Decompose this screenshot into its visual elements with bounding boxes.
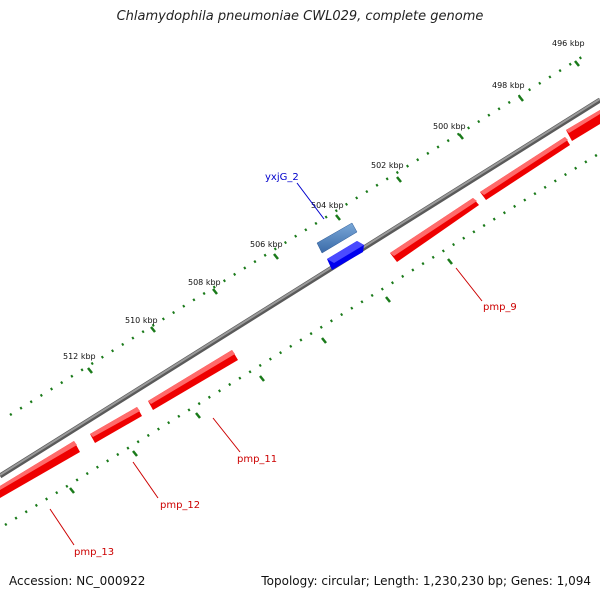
- outer-minor-ticks: [9, 53, 586, 417]
- genome-summary-text: Topology: circular; Length: 1,230,230 bp…: [261, 574, 591, 588]
- scale-label-496: 496 kbp: [552, 39, 585, 48]
- major-tick-508: [212, 288, 218, 295]
- gene-label-yxjG_2: yxjG_2: [265, 172, 299, 183]
- inner-major-tick-3: [321, 337, 327, 344]
- gene-label-pmp_13: pmp_13: [74, 547, 114, 558]
- genome-backbone-highlight: [0, 98, 600, 476]
- gene-pmp_12[interactable]: [90, 407, 142, 443]
- outer-tick-track: [9, 53, 586, 417]
- major-tick-496: [574, 60, 580, 67]
- scale-label-502: 502 kbp: [371, 161, 404, 170]
- inner-major-tick-1: [447, 258, 453, 265]
- scale-label-506: 506 kbp: [250, 240, 283, 249]
- gene-pmp_13[interactable]: [0, 441, 80, 498]
- leader-pmp_12: [132, 461, 159, 499]
- leader-pmp_13: [49, 508, 75, 546]
- scale-label-500: 500 kbp: [433, 122, 466, 131]
- accession-text: Accession: NC_000922: [9, 574, 146, 588]
- major-tick-502: [396, 176, 402, 183]
- gene-pmp_13-body: [0, 441, 80, 498]
- major-tick-510: [150, 326, 156, 333]
- inner-major-tick-2: [385, 296, 391, 303]
- inner-tick-track: [4, 151, 600, 527]
- major-tick-500: [458, 133, 464, 140]
- scale-label-498: 498 kbp: [492, 81, 525, 90]
- major-tick-504: [335, 214, 341, 221]
- gene-pmp_9[interactable]: [390, 110, 600, 262]
- gene-leader-lines: [49, 182, 483, 546]
- leader-yxjG_2: [296, 182, 325, 220]
- scale-label-508: 508 kbp: [188, 278, 221, 287]
- gene-pmp_11[interactable]: [148, 350, 238, 410]
- inner-major-tick-7: [69, 487, 75, 494]
- inner-major-tick-4: [259, 375, 265, 382]
- gene-label-pmp_9: pmp_9: [483, 302, 517, 313]
- scale-label-512: 512 kbp: [63, 352, 96, 361]
- gene-yxjG_2[interactable]: [316, 222, 358, 254]
- gene-labels: yxjG_2 pmp_9 pmp_11 pmp_12 pmp_13: [74, 172, 517, 558]
- scale-label-504: 504 kbp: [311, 201, 344, 210]
- inner-major-tick-6: [132, 450, 138, 457]
- major-tick-498: [518, 95, 524, 102]
- major-tick-506: [273, 253, 279, 260]
- major-ticks: [69, 60, 580, 494]
- leader-pmp_11: [212, 417, 241, 453]
- gene-yxjG_2-body: [316, 222, 358, 254]
- major-tick-512: [87, 367, 93, 374]
- page-title: Chlamydophila pneumoniae CWL029, complet…: [116, 9, 484, 24]
- gene-label-pmp_11: pmp_11: [237, 454, 277, 465]
- gene-label-pmp_12: pmp_12: [160, 500, 200, 511]
- leader-pmp_9: [455, 267, 483, 302]
- scale-labels: 496 kbp 498 kbp 500 kbp 502 kbp 504 kbp …: [63, 39, 585, 361]
- scale-label-510: 510 kbp: [125, 316, 158, 325]
- gene-reverse-blue[interactable]: [327, 241, 364, 270]
- gene-reverse-blue-top: [327, 241, 364, 263]
- inner-minor-ticks: [4, 151, 600, 527]
- inner-major-tick-5: [195, 412, 201, 419]
